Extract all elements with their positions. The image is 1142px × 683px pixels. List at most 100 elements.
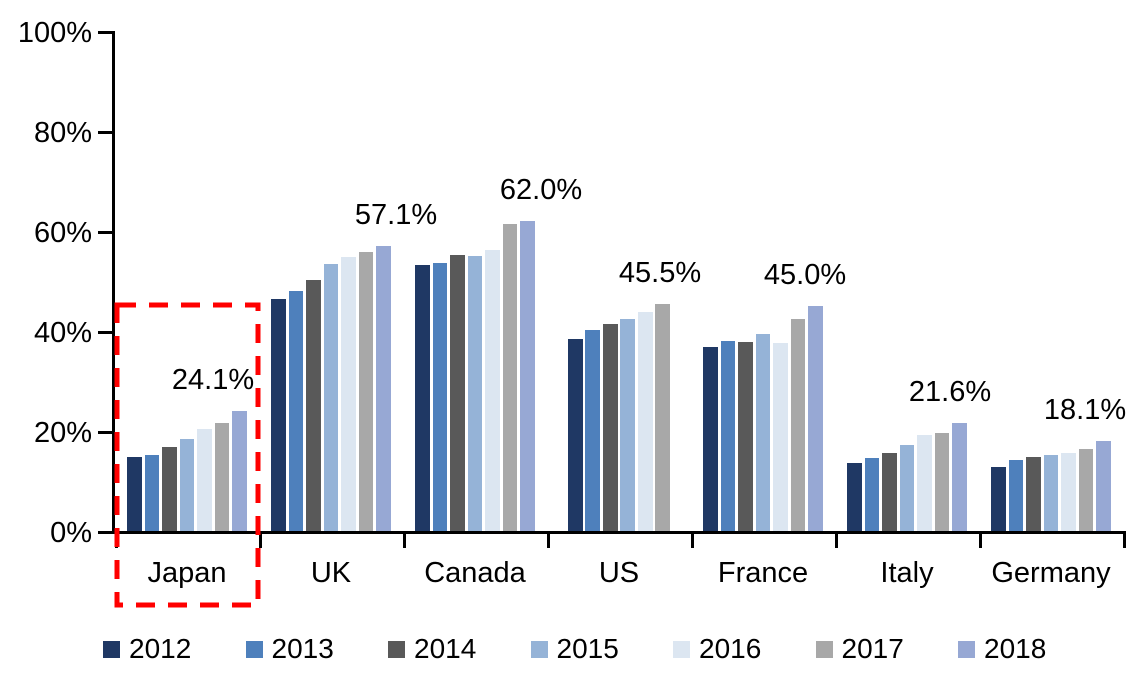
bar-germany-2014	[1026, 457, 1041, 531]
bar-france-2017	[790, 318, 806, 531]
y-tick-label: 20%	[33, 417, 92, 449]
bar-canada-2017	[502, 223, 518, 531]
bar-france-2015	[755, 333, 771, 531]
y-tick-mark	[98, 231, 112, 234]
bar-us-2016	[637, 311, 653, 531]
bar-italy-2018	[952, 423, 967, 531]
bar-italy-2017	[934, 432, 950, 531]
bar-france-2018	[808, 306, 823, 531]
legend-swatch-2013	[245, 640, 263, 658]
bar-uk-2013	[288, 290, 304, 531]
bar-germany-2016	[1061, 452, 1076, 531]
bar-germany-2015	[1043, 455, 1059, 531]
x-category-label-japan: Japan	[147, 557, 227, 589]
bar-germany-2012	[991, 467, 1006, 531]
legend-item-2015: 2015	[530, 632, 619, 666]
bar-canada-2016	[485, 249, 500, 531]
bar-uk-2012	[271, 298, 286, 531]
legend-label-2014: 2014	[414, 633, 477, 664]
x-tick-mark	[403, 531, 406, 548]
y-tick-label: 80%	[33, 117, 92, 149]
x-tick-mark	[835, 531, 838, 548]
bar-france-2013	[720, 341, 736, 531]
bar-us-2017	[655, 303, 671, 531]
legend-swatch-2014	[388, 640, 405, 658]
data-label-us: 45.5%	[618, 256, 702, 289]
bar-us-2015	[620, 318, 636, 531]
legend-label-2018: 2018	[984, 633, 1047, 664]
bar-us-2012	[567, 338, 583, 531]
legend-item-2012: 2012	[103, 632, 191, 666]
legend-swatch-2012	[103, 640, 120, 658]
legend-item-2016: 2016	[673, 632, 761, 666]
legend-label-2017: 2017	[841, 633, 904, 664]
x-category-label-italy: Italy	[880, 557, 934, 589]
x-category-label-france: France	[717, 557, 809, 589]
bar-japan-2016	[197, 429, 212, 531]
bar-japan-2018	[232, 410, 247, 531]
bar-uk-2014	[306, 280, 321, 531]
legend-item-2013: 2013	[245, 632, 334, 666]
bar-japan-2013	[144, 455, 160, 531]
x-tick-mark	[115, 531, 118, 548]
bar-japan-2015	[179, 438, 195, 531]
legend-swatch-2015	[530, 640, 548, 658]
data-label-uk: 57.1%	[354, 198, 438, 231]
bar-uk-2017	[358, 251, 374, 531]
bar-italy-2016	[917, 434, 932, 531]
bar-italy-2013	[864, 458, 880, 531]
bar-us-2014	[602, 324, 618, 531]
bar-us-2013	[585, 329, 601, 531]
y-tick-mark	[98, 331, 112, 334]
bar-france-2012	[703, 347, 718, 531]
x-category-label-canada: Canada	[424, 557, 526, 589]
bar-canada-2015	[467, 256, 483, 531]
bar-japan-2012	[127, 456, 142, 531]
data-label-france: 45.0%	[763, 259, 847, 291]
bar-canada-2013	[432, 262, 448, 531]
bar-germany-2013	[1008, 460, 1024, 531]
legend-label-2016: 2016	[699, 633, 762, 664]
y-tick-mark	[98, 431, 112, 434]
bar-uk-2015	[323, 264, 339, 531]
bar-italy-2015	[899, 444, 915, 531]
legend-item-2017: 2017	[815, 632, 904, 666]
bar-italy-2012	[847, 463, 862, 531]
x-tick-mark	[547, 531, 550, 548]
y-axis-line	[112, 31, 115, 534]
bar-uk-2016	[341, 257, 356, 531]
legend-swatch-2018	[958, 640, 975, 658]
legend-item-2014: 2014	[388, 632, 476, 666]
bar-canada-2018	[520, 221, 535, 531]
legend-label-2013: 2013	[271, 633, 334, 664]
y-tick-mark	[98, 131, 112, 134]
x-tick-mark	[1123, 531, 1126, 548]
data-label-germany: 18.1%	[1043, 393, 1127, 426]
bar-japan-2014	[162, 446, 177, 531]
y-tick-mark	[98, 31, 112, 34]
bar-uk-2018	[376, 245, 391, 531]
bar-canada-2014	[450, 255, 465, 531]
legend-label-2012: 2012	[129, 633, 192, 664]
bar-france-2014	[738, 341, 753, 531]
data-label-italy: 21.6%	[908, 376, 992, 408]
x-tick-mark	[259, 531, 262, 548]
y-tick-mark	[98, 531, 112, 534]
y-tick-label: 60%	[33, 217, 92, 249]
bar-canada-2012	[415, 265, 430, 531]
data-label-canada: 62.0%	[499, 174, 583, 206]
legend-swatch-2017	[815, 640, 833, 658]
x-axis-line	[112, 531, 1126, 534]
bar-germany-2018	[1096, 440, 1111, 531]
bar-japan-2017	[214, 422, 230, 531]
data-label-japan: 24.1%	[171, 363, 255, 396]
y-tick-label: 100%	[17, 17, 92, 49]
legend-item-2018: 2018	[958, 632, 1046, 666]
bar-france-2016	[773, 342, 788, 531]
legend-swatch-2016	[673, 640, 690, 658]
x-category-label-uk: UK	[310, 557, 352, 589]
y-tick-label: 0%	[50, 517, 92, 549]
x-category-label-germany: Germany	[991, 557, 1111, 589]
bar-germany-2017	[1078, 449, 1094, 531]
